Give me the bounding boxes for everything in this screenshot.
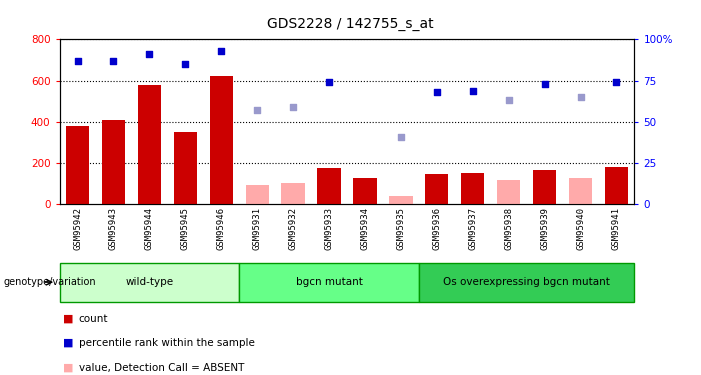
Bar xyxy=(137,85,161,204)
Text: percentile rank within the sample: percentile rank within the sample xyxy=(79,338,254,348)
Text: GSM95936: GSM95936 xyxy=(433,207,442,250)
Text: GSM95931: GSM95931 xyxy=(252,207,261,250)
Point xyxy=(323,79,334,85)
Text: GSM95939: GSM95939 xyxy=(540,207,549,250)
Bar xyxy=(60,262,239,302)
Text: ■: ■ xyxy=(63,363,74,372)
Bar xyxy=(389,196,413,204)
Point xyxy=(467,87,478,93)
Bar xyxy=(102,120,125,204)
Point xyxy=(72,58,83,64)
Bar xyxy=(461,174,484,204)
Text: GSM95941: GSM95941 xyxy=(612,207,621,250)
Text: GSM95942: GSM95942 xyxy=(73,207,82,250)
Bar xyxy=(281,183,305,204)
Bar xyxy=(605,167,628,204)
Bar xyxy=(245,185,269,204)
Point xyxy=(611,79,622,85)
Text: bgcn mutant: bgcn mutant xyxy=(296,277,362,287)
Point xyxy=(216,48,227,54)
Point xyxy=(431,89,442,95)
Bar xyxy=(418,262,634,302)
Text: wild-type: wild-type xyxy=(125,277,173,287)
Text: GSM95946: GSM95946 xyxy=(217,207,226,250)
Bar xyxy=(569,178,592,204)
Text: GSM95938: GSM95938 xyxy=(504,207,513,250)
Point xyxy=(287,104,299,110)
Text: value, Detection Call = ABSENT: value, Detection Call = ABSENT xyxy=(79,363,244,372)
Bar xyxy=(353,178,376,204)
Text: GSM95932: GSM95932 xyxy=(289,207,298,250)
Point xyxy=(108,58,119,64)
Point xyxy=(539,81,550,87)
Text: GSM95933: GSM95933 xyxy=(325,207,334,250)
Text: ■: ■ xyxy=(63,314,74,324)
Point xyxy=(503,98,515,104)
Text: GSM95943: GSM95943 xyxy=(109,207,118,250)
Point xyxy=(252,107,263,113)
Text: GSM95940: GSM95940 xyxy=(576,207,585,250)
Text: ■: ■ xyxy=(63,338,74,348)
Text: GSM95945: GSM95945 xyxy=(181,207,190,250)
Bar xyxy=(533,170,557,204)
Text: GDS2228 / 142755_s_at: GDS2228 / 142755_s_at xyxy=(267,17,434,32)
Text: count: count xyxy=(79,314,108,324)
Bar xyxy=(425,174,449,204)
Point xyxy=(395,134,407,140)
Bar xyxy=(66,126,89,204)
Bar xyxy=(210,76,233,204)
Point xyxy=(179,61,191,67)
Bar xyxy=(497,180,520,204)
Bar xyxy=(174,132,197,204)
Text: GSM95937: GSM95937 xyxy=(468,207,477,250)
Text: genotype/variation: genotype/variation xyxy=(4,277,96,287)
Bar xyxy=(239,262,418,302)
Text: GSM95935: GSM95935 xyxy=(396,207,405,250)
Text: GSM95944: GSM95944 xyxy=(145,207,154,250)
Point xyxy=(575,94,586,100)
Point xyxy=(144,51,155,57)
Text: Os overexpressing bgcn mutant: Os overexpressing bgcn mutant xyxy=(443,277,610,287)
Text: GSM95934: GSM95934 xyxy=(360,207,369,250)
Bar xyxy=(318,168,341,204)
